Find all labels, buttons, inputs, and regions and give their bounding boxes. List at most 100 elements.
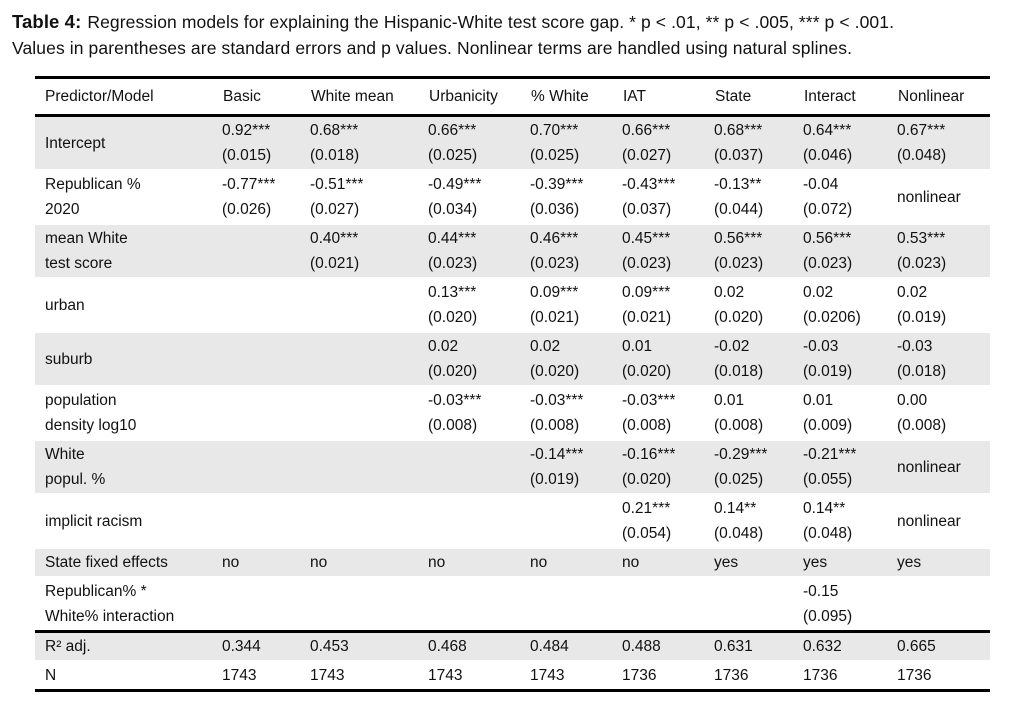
cell: 0.02 (0.020) (530, 338, 580, 380)
cell: no (428, 554, 446, 571)
row-label: White popul. % (45, 446, 106, 488)
column-header: Nonlinear (898, 87, 965, 105)
cell (222, 440, 310, 494)
table-row: mean White test score 0.40*** (0.021) 0.44… (35, 224, 990, 278)
cell: -0.03*** (0.008) (530, 392, 584, 434)
cell: 0.02 (0.019) (897, 284, 947, 326)
cell: -0.21*** (0.055) (803, 446, 857, 488)
cell: 0.344 (222, 638, 261, 655)
table-footer: R² adj. 0.344 0.453 0.468 0.484 0.488 0.631 0.6… (35, 631, 990, 691)
cell (222, 494, 310, 548)
caption-line1: Regression models for explaining the His… (87, 12, 895, 32)
row-label: population density log10 (45, 392, 137, 434)
table-row: Republican% * White% interaction -0.15 (0… (35, 577, 990, 632)
cell: 0.56*** (0.023) (803, 230, 853, 272)
cell: 0.66*** (0.027) (622, 122, 672, 164)
column-header: State (715, 87, 752, 105)
cell (222, 224, 310, 278)
table-row: suburb 0.02 (0.020) 0.02 (0.020) 0.01 (0.02… (35, 332, 990, 386)
cell: -0.03 (0.019) (803, 338, 853, 380)
row-label: Intercept (45, 134, 106, 152)
cell: 0.68*** (0.037) (714, 122, 764, 164)
table-row: implicit racism 0.21*** (0.054) 0.14** (0.… (35, 494, 990, 548)
cell: -0.51*** (0.027) (310, 176, 364, 218)
table-row: State fixed effects no no no no no yes yes yes (35, 548, 990, 577)
cell: no (530, 554, 548, 571)
cell: 0.468 (428, 638, 467, 655)
row-label: urban (45, 296, 85, 314)
cell (530, 577, 622, 632)
cell: 1736 (897, 667, 932, 684)
column-header: White mean (311, 87, 394, 105)
cell: 0.02 (0.0206) (803, 284, 861, 326)
page: Table 4: Regression models for explaining… (0, 9, 1024, 718)
table-row: White popul. % -0.14*** (0.019) -0.16*** (… (35, 440, 990, 494)
column-header: Interact (804, 87, 856, 105)
row-label: mean White test score (45, 230, 128, 272)
table-body: Intercept 0.92*** (0.015) 0.68*** (0.018) 0… (35, 115, 990, 632)
table-row: population density log10 -0.03*** (0.008)… (35, 386, 990, 440)
cell: 0.46*** (0.023) (530, 230, 580, 272)
cell: -0.03*** (0.008) (622, 392, 676, 434)
caption-line2: Values in parentheses are standard error… (12, 38, 853, 58)
cell: 0.01 (0.009) (803, 392, 853, 434)
cell: -0.14*** (0.019) (530, 446, 584, 488)
cell: yes (803, 554, 828, 571)
cell (222, 577, 310, 632)
cell: -0.13** (0.044) (714, 176, 764, 218)
cell (310, 278, 428, 332)
header-row: Predictor/Model Basic White mean Urbanicity… (35, 78, 990, 116)
row-label: Republican% * White% interaction (45, 583, 175, 625)
column-header: Predictor/Model (45, 87, 154, 105)
column-header: Basic (223, 87, 261, 105)
cell: 0.14** (0.048) (803, 500, 853, 542)
row-label: implicit racism (45, 512, 143, 530)
table-row: urban 0.13*** (0.020) 0.09*** (0.021) 0.09*… (35, 278, 990, 332)
cell: 1736 (714, 667, 749, 684)
cell: nonlinear (897, 512, 961, 530)
cell: 1736 (803, 667, 838, 684)
cell: 0.02 (0.020) (714, 284, 764, 326)
cell (428, 577, 530, 632)
cell: 0.13*** (0.020) (428, 284, 478, 326)
column-header: IAT (623, 87, 646, 105)
table-header: Predictor/Model Basic White mean Urbanicity… (35, 78, 990, 116)
cell: yes (897, 554, 922, 571)
cell: 0.02 (0.020) (428, 338, 478, 380)
cell: 1736 (622, 667, 657, 684)
cell: no (622, 554, 640, 571)
cell: 1743 (310, 667, 345, 684)
cell: 0.631 (714, 638, 753, 655)
cell: 0.00 (0.008) (897, 392, 947, 434)
cell: -0.77*** (0.026) (222, 176, 276, 218)
cell: nonlinear (897, 188, 961, 206)
cell (310, 332, 428, 386)
cell: 0.488 (622, 638, 661, 655)
cell (428, 440, 530, 494)
cell: 0.09*** (0.021) (622, 284, 672, 326)
cell: 0.01 (0.020) (622, 338, 672, 380)
cell: 0.44*** (0.023) (428, 230, 478, 272)
cell: nonlinear (897, 458, 961, 476)
cell (310, 386, 428, 440)
cell: 0.92*** (0.015) (222, 122, 272, 164)
cell: yes (714, 554, 739, 571)
row-label: R² adj. (45, 638, 91, 655)
caption-label: Table 4: (12, 11, 82, 32)
cell: -0.03 (0.018) (897, 338, 947, 380)
cell (530, 494, 622, 548)
cell (897, 577, 990, 632)
cell: 0.70*** (0.025) (530, 122, 580, 164)
cell: 0.632 (803, 638, 842, 655)
cell: 1743 (428, 667, 463, 684)
cell (310, 494, 428, 548)
cell: 0.68*** (0.018) (310, 122, 360, 164)
cell: 0.01 (0.008) (714, 392, 764, 434)
cell (310, 577, 428, 632)
cell: 0.40*** (0.021) (310, 230, 360, 272)
cell: -0.43*** (0.037) (622, 176, 676, 218)
row-label: Republican % 2020 (45, 176, 141, 218)
cell: -0.15 (0.095) (803, 583, 853, 625)
cell: 0.66*** (0.025) (428, 122, 478, 164)
table-caption: Table 4: Regression models for explaining… (12, 9, 1012, 61)
